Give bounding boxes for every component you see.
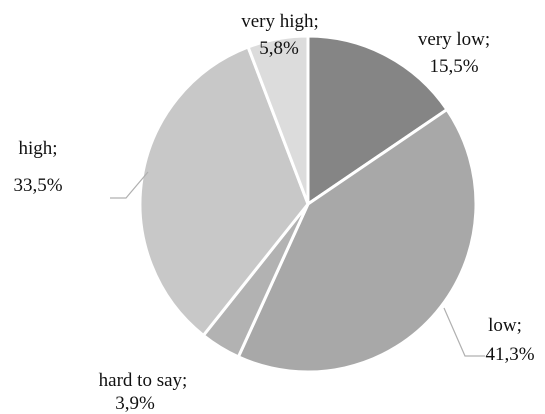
slice-labels: very low; 15,5% low; 41,3% hard to say; … bbox=[13, 11, 534, 414]
slice-value-very-high: 5,8% bbox=[259, 38, 299, 59]
slice-value-low: 41,3% bbox=[485, 344, 534, 365]
slice-label-low: low; bbox=[488, 315, 522, 336]
leader-line-low bbox=[443, 307, 485, 357]
pie-slice-low bbox=[236, 108, 478, 374]
slice-label-hard-to-say: hard to say; bbox=[99, 370, 188, 391]
slice-value-high: 33,5% bbox=[13, 175, 62, 196]
leader-line-high bbox=[110, 171, 149, 199]
slice-value-hard-to-say: 3,9% bbox=[115, 393, 155, 414]
leader-lines bbox=[110, 171, 485, 357]
slice-label-very-low: very low; bbox=[418, 29, 490, 50]
slice-label-high: high; bbox=[18, 138, 57, 159]
pie-slice-very-high bbox=[246, 34, 310, 206]
slice-value-very-low: 15,5% bbox=[429, 56, 478, 77]
slice-label-very-high: very high; bbox=[241, 11, 319, 32]
pie-slices bbox=[138, 34, 478, 374]
pie-slice-very-low bbox=[306, 34, 449, 206]
